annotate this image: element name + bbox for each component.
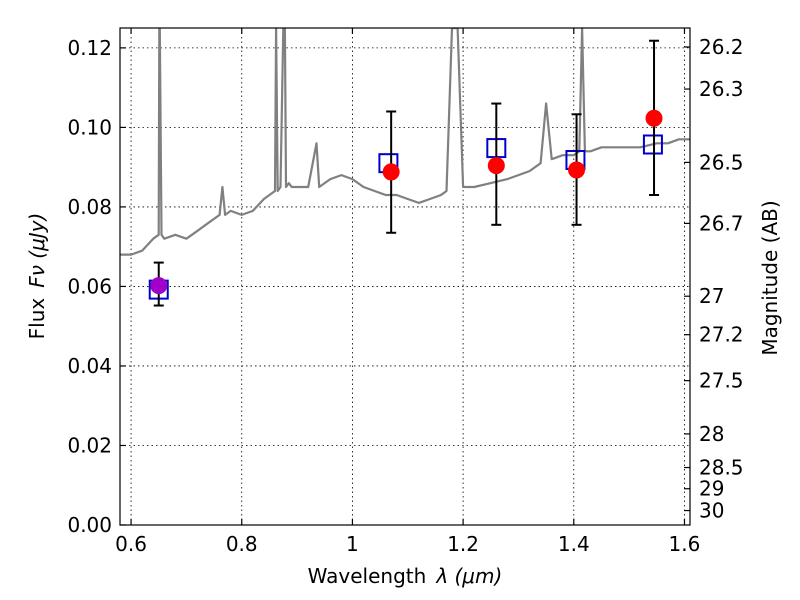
x-tick-label: 1.2 bbox=[447, 532, 479, 556]
y2-tick-label: 26.2 bbox=[699, 35, 744, 59]
y2-tick-label: 28 bbox=[699, 422, 724, 446]
y2-tick-label: 27.2 bbox=[699, 323, 744, 347]
x-tick-label: 0.8 bbox=[226, 532, 258, 556]
y-tick-labels: 0.00 0.02 0.04 0.06 0.08 0.10 0.12 bbox=[67, 36, 112, 537]
observed-point bbox=[382, 163, 400, 181]
y-tick-label: 0.10 bbox=[67, 115, 112, 139]
observed-point bbox=[487, 157, 505, 175]
observed-points-layer bbox=[150, 39, 663, 307]
x-tick-label: 1.4 bbox=[558, 532, 590, 556]
axis-ticks bbox=[120, 28, 690, 526]
y2-axis-label: Magnitude (AB) bbox=[758, 200, 782, 355]
x-axis-label: Wavelength λ (μm) bbox=[308, 564, 503, 588]
y2-tick-label: 29 bbox=[699, 477, 724, 501]
y-axis-label-math: Fν (μJy) bbox=[25, 213, 49, 288]
observed-point bbox=[150, 277, 168, 295]
y2-tick-label: 26.7 bbox=[699, 211, 744, 235]
y-tick-label: 0.08 bbox=[67, 195, 112, 219]
y2-tick-label: 30 bbox=[699, 499, 724, 523]
y2-tick-label: 28.5 bbox=[699, 456, 744, 480]
x-tick-labels: 0.6 0.8 1 1.2 1.4 1.6 bbox=[115, 532, 700, 556]
observed-point bbox=[645, 109, 663, 127]
x-tick-label: 1 bbox=[346, 532, 359, 556]
observed-point bbox=[568, 161, 586, 179]
y2-tick-label: 27.5 bbox=[699, 369, 744, 393]
model-point bbox=[642, 134, 663, 155]
x-tick-label: 1.6 bbox=[669, 532, 701, 556]
plot-frame bbox=[119, 27, 691, 526]
x-tick-label: 0.6 bbox=[115, 532, 147, 556]
x-axis-label-math: λ (μm) bbox=[435, 564, 502, 588]
grid-lines bbox=[120, 28, 690, 526]
y-tick-label: 0.04 bbox=[67, 354, 112, 378]
y-tick-label: 0.00 bbox=[67, 513, 112, 537]
y2-tick-label: 26.5 bbox=[699, 150, 744, 174]
y-tick-label: 0.06 bbox=[67, 274, 112, 298]
y2-tick-label: 27 bbox=[699, 284, 724, 308]
y2-tick-label: 26.3 bbox=[699, 77, 744, 101]
y-tick-label: 0.02 bbox=[67, 433, 112, 457]
x-axis-label-text: Wavelength bbox=[308, 564, 427, 588]
y-axis-label: Flux Fν (μJy) bbox=[25, 213, 49, 340]
y-tick-label: 0.12 bbox=[67, 36, 112, 60]
y-axis-label-text: Flux bbox=[25, 298, 49, 340]
